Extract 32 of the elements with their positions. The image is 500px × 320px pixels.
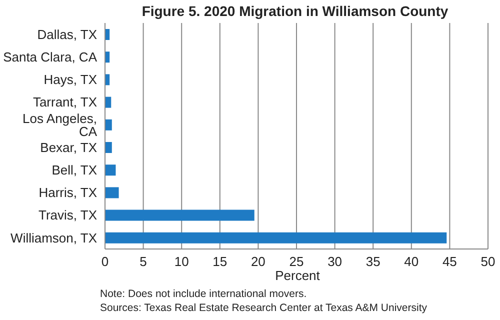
x-tick-label: 20 — [250, 254, 266, 270]
y-tick-label: Harris, TX — [38, 185, 98, 200]
x-tick-label: 35 — [366, 254, 380, 270]
source-note: Sources: Texas Real Estate Research Center at Texas A&M University — [100, 301, 428, 315]
x-tick-label: 5 — [140, 254, 147, 270]
x-tick-label: 30 — [328, 254, 342, 270]
x-tick-label: 50 — [480, 254, 496, 270]
bar — [105, 232, 447, 244]
bar — [105, 210, 254, 221]
x-tick-label: 10 — [174, 254, 189, 270]
bar — [105, 142, 112, 153]
y-tick-label: Bell, TX — [52, 162, 98, 178]
y-tick-label: Los Angeles, CA — [22, 110, 98, 139]
chart-title: Figure 5. 2020 Migration in Williamson County — [140, 3, 450, 19]
bar — [105, 96, 112, 108]
y-tick-label: Bexar, TX — [40, 140, 98, 155]
x-tick-label: 0 — [101, 254, 109, 270]
y-tick-label: Hays, TX — [44, 72, 98, 88]
y-tick-label: Dallas, TX — [37, 26, 98, 42]
x-tick-label: 25 — [289, 254, 304, 270]
y-tick-label: Travis, TX — [38, 208, 98, 223]
bar — [105, 164, 116, 176]
bar — [105, 187, 119, 198]
x-tick-label: 40 — [404, 254, 419, 270]
x-axis-title: Percent — [274, 268, 321, 283]
y-tick-label: Williamson, TX — [10, 230, 98, 246]
y-tick-label: Tarrant, TX — [32, 94, 98, 110]
x-tick-label: 45 — [442, 254, 457, 270]
bar — [105, 119, 112, 130]
x-tick-label: 15 — [212, 254, 228, 270]
text: Note: Does not include international movers. — [100, 287, 308, 301]
y-tick-label: Santa Clara, CA — [3, 50, 98, 65]
